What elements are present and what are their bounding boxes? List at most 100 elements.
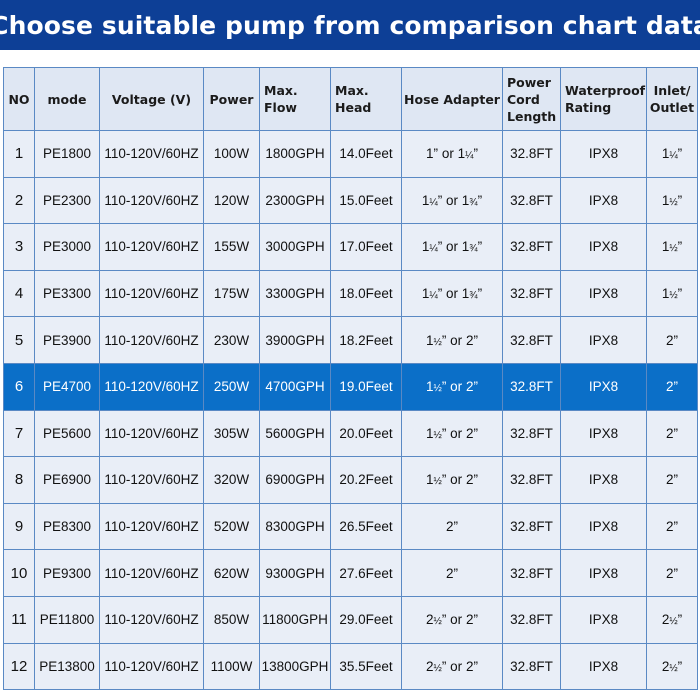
cell-waterproof-rating: IPX8 <box>560 176 647 225</box>
cell-max-flow: 6900GPH <box>259 456 331 504</box>
cell-no: 10 <box>3 549 35 597</box>
cell-waterproof-rating: IPX8 <box>560 130 647 178</box>
cell-no: 9 <box>3 502 35 551</box>
cell-max-flow: 3900GPH <box>259 316 331 364</box>
header-mode: mode <box>34 67 100 131</box>
cell-max-head: 18.0Feet <box>330 269 402 318</box>
cell-no: 2 <box>3 176 35 225</box>
cell-mode: PE5600 <box>34 409 100 458</box>
cell-max-head: 20.0Feet <box>330 409 402 458</box>
cell-no: 11 <box>3 595 35 644</box>
cell-no: 4 <box>3 269 35 318</box>
cell-power: 120W <box>203 176 260 225</box>
cell-inlet-outlet: 2½” <box>646 595 698 644</box>
cell-hose-adapter: 2½” or 2” <box>401 595 503 644</box>
cell-hose-adapter: 1½” or 2” <box>401 316 503 364</box>
page-title: Choose suitable pump from comparison cha… <box>0 10 700 40</box>
cell-voltage: 110-120V/60HZ <box>99 176 204 225</box>
table-row: 4 PE3300 110-120V/60HZ 175W 3300GPH 18.0Feet 1… <box>3 269 698 318</box>
cell-no: 7 <box>3 409 35 458</box>
cell-max-flow: 3300GPH <box>259 269 331 318</box>
cell-inlet-outlet: 2” <box>646 456 698 504</box>
cell-power-cord-length: 32.8FT <box>502 269 561 318</box>
cell-power-cord-length: 32.8FT <box>502 456 561 504</box>
header-power-cord-length: Power Cord Length <box>502 67 561 131</box>
cell-power: 230W <box>203 316 260 364</box>
cell-waterproof-rating: IPX8 <box>560 409 647 458</box>
table-row: 3 PE3000 110-120V/60HZ 155W 3000GPH 17.0Feet 1… <box>3 223 698 271</box>
cell-max-head: 29.0Feet <box>330 595 402 644</box>
cell-hose-adapter: 1¼” or 1¾” <box>401 176 503 225</box>
pump-comparison-table: NO mode Voltage (V) Power Max. Flow Max.… <box>3 67 698 691</box>
cell-inlet-outlet: 2” <box>646 409 698 458</box>
cell-hose-adapter: 1¼” or 1¾” <box>401 223 503 271</box>
table-row: 9 PE8300 110-120V/60HZ 520W 8300GPH 26.5Feet 2… <box>3 502 698 551</box>
header-no: NO <box>3 67 35 131</box>
cell-max-head: 27.6Feet <box>330 549 402 597</box>
cell-power: 175W <box>203 269 260 318</box>
cell-voltage: 110-120V/60HZ <box>99 642 204 691</box>
cell-power-cord-length: 32.8FT <box>502 502 561 551</box>
cell-mode: PE6900 <box>34 456 100 504</box>
cell-power-cord-length: 32.8FT <box>502 223 561 271</box>
cell-voltage: 110-120V/60HZ <box>99 549 204 597</box>
cell-no: 6 <box>3 362 35 411</box>
cell-max-flow: 8300GPH <box>259 502 331 551</box>
cell-waterproof-rating: IPX8 <box>560 642 647 691</box>
header-waterproof-rating: Waterproof Rating <box>560 67 647 131</box>
cell-voltage: 110-120V/60HZ <box>99 456 204 504</box>
cell-power: 620W <box>203 549 260 597</box>
cell-max-head: 14.0Feet <box>330 130 402 178</box>
table-row: 8 PE6900 110-120V/60HZ 320W 6900GPH 20.2Feet 1… <box>3 456 698 504</box>
cell-waterproof-rating: IPX8 <box>560 502 647 551</box>
cell-max-flow: 13800GPH <box>259 642 331 691</box>
cell-max-head: 20.2Feet <box>330 456 402 504</box>
cell-power-cord-length: 32.8FT <box>502 642 561 691</box>
header-hose-adapter: Hose Adapter <box>401 67 503 131</box>
cell-waterproof-rating: IPX8 <box>560 549 647 597</box>
cell-voltage: 110-120V/60HZ <box>99 595 204 644</box>
cell-power: 1100W <box>203 642 260 691</box>
cell-hose-adapter: 1½” or 2” <box>401 409 503 458</box>
cell-inlet-outlet: 1¼” <box>646 130 698 178</box>
cell-waterproof-rating: IPX8 <box>560 362 647 411</box>
cell-mode: PE13800 <box>34 642 100 691</box>
cell-inlet-outlet: 1½” <box>646 269 698 318</box>
cell-mode: PE4700 <box>34 362 100 411</box>
cell-power-cord-length: 32.8FT <box>502 316 561 364</box>
cell-power: 520W <box>203 502 260 551</box>
table-row: 11 PE11800 110-120V/60HZ 850W 11800GPH 29.0Fe… <box>3 595 698 644</box>
cell-power-cord-length: 32.8FT <box>502 549 561 597</box>
cell-no: 8 <box>3 456 35 504</box>
cell-max-flow: 9300GPH <box>259 549 331 597</box>
cell-waterproof-rating: IPX8 <box>560 595 647 644</box>
cell-voltage: 110-120V/60HZ <box>99 409 204 458</box>
cell-inlet-outlet: 2½” <box>646 642 698 691</box>
cell-waterproof-rating: IPX8 <box>560 316 647 364</box>
cell-waterproof-rating: IPX8 <box>560 223 647 271</box>
cell-power-cord-length: 32.8FT <box>502 362 561 411</box>
header-max-flow: Max. Flow <box>259 67 331 131</box>
cell-waterproof-rating: IPX8 <box>560 456 647 504</box>
cell-hose-adapter: 1” or 1¼” <box>401 130 503 178</box>
cell-max-flow: 2300GPH <box>259 176 331 225</box>
cell-power: 250W <box>203 362 260 411</box>
cell-max-head: 18.2Feet <box>330 316 402 364</box>
header-max-head: Max. Head <box>330 67 402 131</box>
cell-power: 320W <box>203 456 260 504</box>
cell-power: 305W <box>203 409 260 458</box>
cell-max-flow: 4700GPH <box>259 362 331 411</box>
table-row: 12 PE13800 110-120V/60HZ 1100W 13800GPH 35.5F… <box>3 642 698 691</box>
cell-max-flow: 5600GPH <box>259 409 331 458</box>
cell-power: 155W <box>203 223 260 271</box>
cell-power-cord-length: 32.8FT <box>502 409 561 458</box>
header-inlet-outlet: Inlet/ Outlet <box>646 67 698 131</box>
cell-max-flow: 11800GPH <box>259 595 331 644</box>
cell-mode: PE8300 <box>34 502 100 551</box>
page-title-banner: Choose suitable pump from comparison cha… <box>0 0 700 50</box>
header-power: Power <box>203 67 260 131</box>
table-row: 5 PE3900 110-120V/60HZ 230W 3900GPH 18.2Feet 1… <box>3 316 698 364</box>
cell-voltage: 110-120V/60HZ <box>99 502 204 551</box>
cell-voltage: 110-120V/60HZ <box>99 130 204 178</box>
cell-max-head: 19.0Feet <box>330 362 402 411</box>
